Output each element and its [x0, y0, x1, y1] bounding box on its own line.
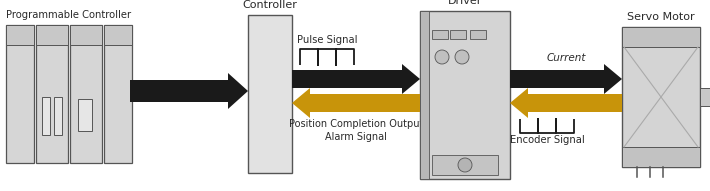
Bar: [432, 155, 498, 175]
Polygon shape: [510, 88, 622, 118]
Text: Position Completion Output
Alarm Signal: Position Completion Output Alarm Signal: [289, 119, 423, 142]
Polygon shape: [292, 64, 420, 94]
Bar: [36, 25, 68, 163]
Text: Servo Motor: Servo Motor: [627, 12, 695, 22]
Bar: [248, 15, 292, 173]
Bar: [78, 99, 92, 131]
Text: Controller: Controller: [243, 0, 297, 10]
Text: Pulse Signal: Pulse Signal: [297, 35, 357, 45]
Text: Programmable Controller: Programmable Controller: [6, 10, 131, 20]
Bar: [470, 30, 486, 39]
Bar: [36, 25, 68, 45]
Bar: [6, 25, 34, 45]
Circle shape: [458, 158, 472, 172]
Polygon shape: [130, 73, 248, 109]
Bar: [622, 27, 700, 47]
Text: Encoder Signal: Encoder Signal: [510, 135, 584, 145]
Bar: [70, 25, 102, 45]
Bar: [622, 147, 700, 167]
Text: Driver: Driver: [448, 0, 482, 6]
Bar: [450, 30, 466, 39]
Bar: [420, 11, 429, 179]
Bar: [70, 25, 102, 163]
Circle shape: [435, 50, 449, 64]
Bar: [622, 27, 700, 167]
Polygon shape: [510, 64, 622, 94]
Bar: [54, 97, 62, 135]
Polygon shape: [292, 88, 420, 118]
Bar: [104, 25, 132, 163]
Bar: [420, 11, 510, 179]
Bar: [104, 25, 132, 45]
Bar: [432, 30, 448, 39]
Bar: [6, 25, 34, 163]
Bar: [42, 97, 50, 135]
Circle shape: [455, 50, 469, 64]
Text: Current: Current: [546, 53, 586, 63]
Bar: [700, 88, 710, 106]
